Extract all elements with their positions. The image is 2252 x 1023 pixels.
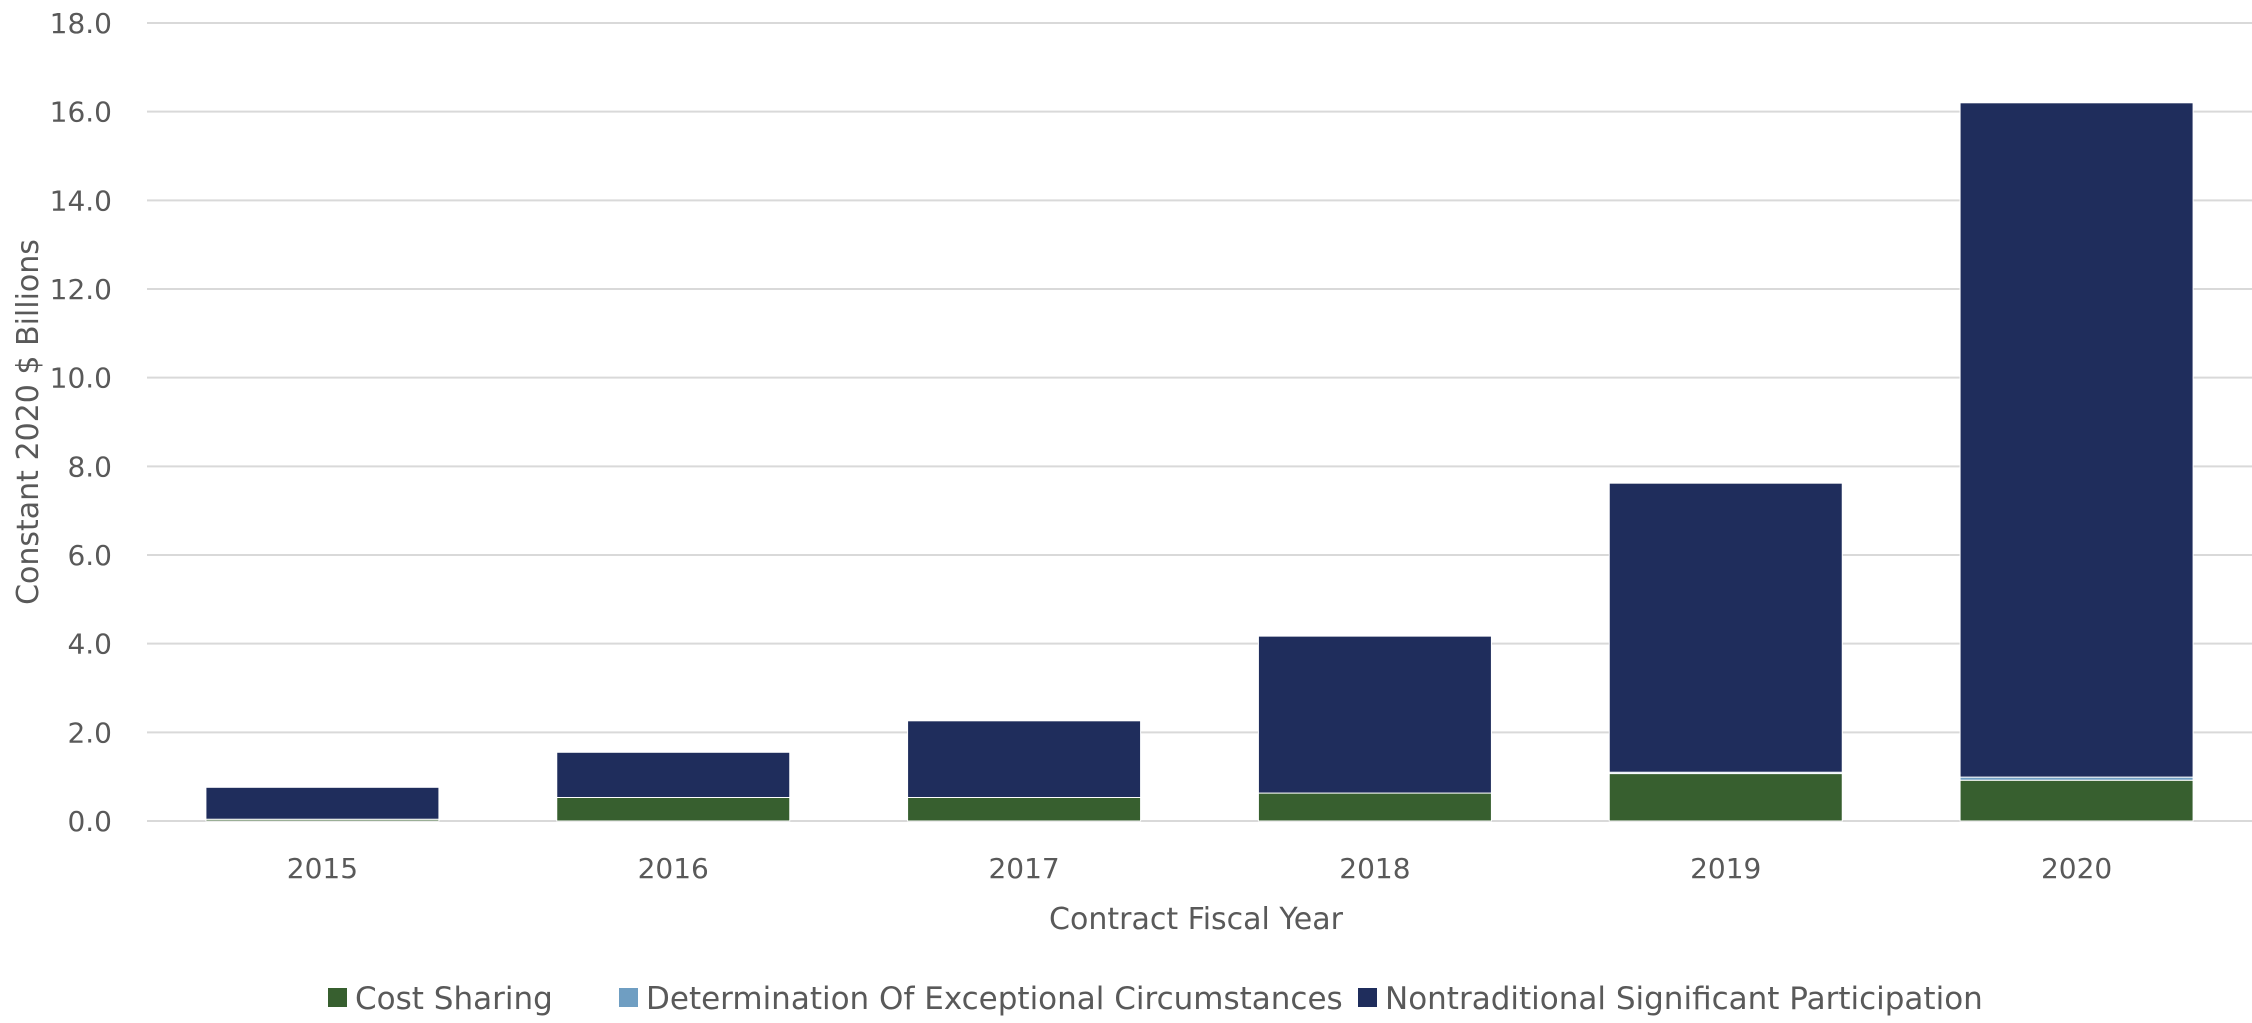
y-tick-label: 18.0 — [50, 7, 112, 40]
bar-segment — [1257, 635, 1492, 794]
x-tick-label: 2016 — [638, 852, 709, 885]
x-axis-ticks: 2015 2016 2017 2018 2019 2020 — [287, 852, 2112, 885]
bar-segment — [1608, 773, 1843, 822]
x-tick-label: 2015 — [287, 852, 358, 885]
y-tick-label: 12.0 — [50, 273, 112, 306]
bar-segment — [1608, 482, 1843, 773]
legend-label: Cost Sharing — [355, 981, 553, 1017]
y-tick-label: 6.0 — [67, 539, 112, 572]
legend-label: Nontraditional Significant Participation — [1385, 981, 1983, 1017]
y-tick-label: 0.0 — [67, 805, 112, 838]
legend: Cost Sharing Determination Of Exceptional… — [328, 981, 1983, 1017]
y-tick-label: 16.0 — [50, 96, 112, 129]
x-tick-label: 2020 — [2041, 852, 2112, 885]
x-tick-label: 2017 — [988, 852, 1059, 885]
y-tick-label: 2.0 — [67, 716, 112, 749]
legend-item: Nontraditional Significant Participation — [1358, 981, 1983, 1017]
legend-swatch — [328, 988, 347, 1007]
y-tick-label: 4.0 — [67, 628, 112, 661]
legend-item: Determination Of Exceptional Circumstanc… — [619, 981, 1343, 1017]
bar-segment — [1959, 779, 2194, 822]
bar-segment — [205, 786, 440, 820]
y-axis-title: Constant 2020 $ Billions — [11, 239, 46, 605]
bar-segment — [907, 720, 1142, 799]
y-tick-label: 8.0 — [67, 450, 112, 483]
y-tick-label: 10.0 — [50, 362, 112, 395]
x-tick-label: 2018 — [1339, 852, 1410, 885]
y-axis-ticks: 0.0 2.0 4.0 6.0 8.0 10.0 12.0 14.0 16.0 18.0 — [50, 7, 112, 838]
bars — [205, 102, 2194, 822]
bar-segment — [556, 797, 791, 822]
legend-swatch — [1358, 988, 1377, 1007]
x-tick-label: 2019 — [1690, 852, 1761, 885]
bar-segment — [1257, 792, 1492, 822]
legend-item: Cost Sharing — [328, 981, 553, 1017]
gridlines — [147, 22, 2252, 822]
legend-label: Determination Of Exceptional Circumstanc… — [646, 981, 1343, 1017]
legend-swatch — [619, 988, 638, 1007]
y-tick-label: 14.0 — [50, 184, 112, 217]
bar-segment — [907, 797, 1142, 822]
bar-segment — [556, 751, 791, 799]
x-axis-title: Contract Fiscal Year — [1049, 902, 1344, 937]
bar-segment — [1959, 102, 2194, 778]
